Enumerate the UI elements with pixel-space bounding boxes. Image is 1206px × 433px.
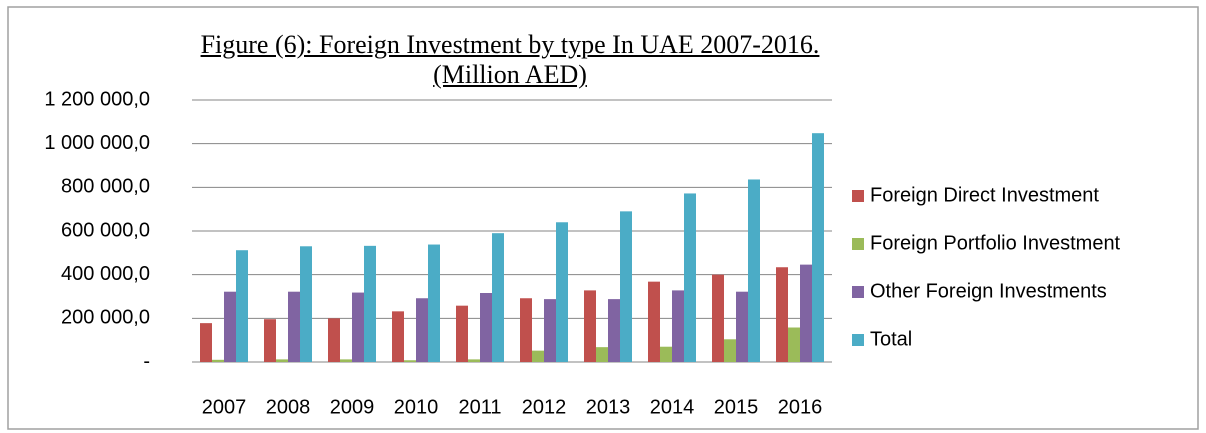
bar [660, 346, 672, 362]
bar [596, 347, 608, 362]
legend-label: Other Foreign Investments [870, 280, 1107, 302]
x-tick-label: 2009 [330, 396, 375, 418]
bar [416, 298, 428, 362]
bar [404, 360, 416, 362]
legend-label: Total [870, 328, 912, 350]
y-tick-label: 1 200 000,0 [44, 88, 150, 110]
bar [556, 222, 568, 362]
bar [800, 264, 812, 362]
bar [724, 339, 736, 362]
legend-swatch [852, 334, 864, 346]
x-tick-label: 2012 [522, 396, 567, 418]
bar [788, 327, 800, 362]
x-tick-label: 2007 [202, 396, 247, 418]
bar [712, 274, 724, 362]
x-tick-label: 2013 [586, 396, 631, 418]
bar [456, 305, 468, 362]
bar [672, 290, 684, 362]
bar [520, 298, 532, 362]
y-tick-label: 800 000,0 [61, 176, 150, 198]
bar [352, 292, 364, 362]
bar [428, 244, 440, 362]
legend-label: Foreign Direct Investment [870, 184, 1099, 206]
bar [748, 179, 760, 362]
bar [620, 211, 632, 362]
x-tick-label: 2015 [714, 396, 759, 418]
bar [212, 359, 224, 362]
bar [648, 281, 660, 362]
bar [468, 359, 480, 362]
bar [300, 246, 312, 362]
bar [288, 291, 300, 362]
legend-label: Foreign Portfolio Investment [870, 232, 1121, 254]
y-tick-label: 400 000,0 [61, 263, 150, 285]
legend-swatch [852, 238, 864, 250]
bar [200, 323, 212, 362]
bar [584, 290, 596, 362]
bar [276, 359, 288, 362]
legend-swatch [852, 286, 864, 298]
x-tick-label: 2014 [650, 396, 695, 418]
bar [684, 193, 696, 362]
x-tick-label: 2010 [394, 396, 439, 418]
y-tick-label: 1 000 000,0 [44, 132, 150, 154]
chart-frame [7, 6, 1199, 430]
bar [364, 245, 376, 362]
y-tick-label: 600 000,0 [61, 219, 150, 241]
bar [492, 233, 504, 362]
bar [480, 293, 492, 362]
bar [392, 311, 404, 362]
bar [224, 291, 236, 362]
bar [328, 318, 340, 362]
bar [264, 319, 276, 362]
chart-title: Figure (6): Foreign Investment by type I… [200, 30, 820, 89]
legend-swatch [852, 190, 864, 202]
bar [812, 133, 824, 362]
y-tick-label: - [143, 350, 150, 372]
x-tick-label: 2016 [778, 396, 823, 418]
bar [340, 359, 352, 362]
bar [532, 350, 544, 362]
bar [608, 299, 620, 362]
x-tick-label: 2008 [266, 396, 311, 418]
x-tick-label: 2011 [458, 396, 501, 418]
bar [544, 299, 556, 362]
bar [236, 250, 248, 362]
bar [736, 291, 748, 362]
bar [776, 267, 788, 362]
y-tick-label: 200 000,0 [61, 307, 150, 329]
